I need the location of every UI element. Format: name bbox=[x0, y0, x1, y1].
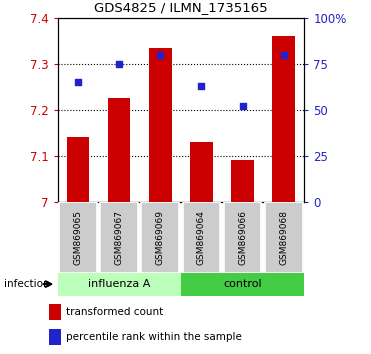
Title: GDS4825 / ILMN_1735165: GDS4825 / ILMN_1735165 bbox=[94, 1, 267, 14]
Bar bbox=[49, 304, 60, 320]
Bar bbox=[149, 48, 172, 202]
Point bbox=[116, 61, 122, 67]
Text: influenza A: influenza A bbox=[88, 279, 150, 289]
Text: GSM869066: GSM869066 bbox=[238, 210, 247, 265]
Bar bbox=[181, 273, 304, 296]
Text: GSM869064: GSM869064 bbox=[197, 210, 206, 265]
Bar bbox=[100, 202, 138, 273]
Bar bbox=[272, 36, 295, 202]
Bar bbox=[231, 160, 254, 202]
Bar bbox=[58, 273, 181, 296]
Text: transformed count: transformed count bbox=[66, 307, 163, 317]
Point bbox=[198, 83, 204, 88]
Bar bbox=[141, 202, 179, 273]
Text: infection: infection bbox=[4, 279, 49, 289]
Bar bbox=[59, 202, 97, 273]
Bar bbox=[67, 137, 89, 202]
Point bbox=[157, 52, 163, 57]
Point bbox=[75, 79, 81, 85]
Text: GSM869069: GSM869069 bbox=[156, 210, 165, 265]
Bar bbox=[190, 142, 213, 202]
Bar bbox=[49, 329, 60, 345]
Text: control: control bbox=[223, 279, 262, 289]
Text: percentile rank within the sample: percentile rank within the sample bbox=[66, 332, 242, 342]
Text: GSM869068: GSM869068 bbox=[279, 210, 288, 265]
Point bbox=[281, 52, 287, 57]
Point bbox=[240, 103, 246, 109]
Text: GSM869065: GSM869065 bbox=[73, 210, 83, 265]
Bar bbox=[183, 202, 220, 273]
Text: GSM869067: GSM869067 bbox=[115, 210, 124, 265]
Bar bbox=[224, 202, 262, 273]
Bar bbox=[108, 98, 131, 202]
Bar bbox=[265, 202, 303, 273]
